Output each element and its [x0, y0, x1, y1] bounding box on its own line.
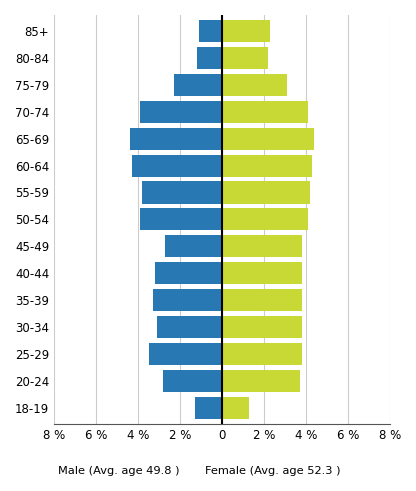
Bar	[222, 101, 308, 123]
Bar	[132, 155, 222, 177]
Bar	[153, 289, 222, 311]
Bar	[222, 316, 302, 338]
Bar	[222, 397, 249, 419]
Bar	[140, 208, 222, 230]
Bar	[222, 155, 312, 177]
Bar	[222, 343, 302, 365]
Bar	[174, 74, 222, 96]
Bar	[222, 182, 310, 203]
Bar	[222, 20, 270, 42]
Bar	[199, 20, 222, 42]
Bar	[222, 370, 300, 392]
Bar	[222, 208, 308, 230]
Bar	[140, 101, 222, 123]
Text: Male (Avg. age 49.8 ): Male (Avg. age 49.8 )	[58, 466, 179, 476]
Bar	[197, 47, 222, 69]
Bar	[142, 182, 222, 203]
Bar	[222, 47, 268, 69]
Bar	[163, 370, 222, 392]
Bar	[195, 397, 222, 419]
Bar	[222, 262, 302, 284]
Bar	[157, 316, 222, 338]
Bar	[222, 289, 302, 311]
Bar	[155, 262, 222, 284]
Bar	[222, 128, 314, 150]
Bar	[222, 74, 287, 96]
Bar	[149, 343, 222, 365]
Text: Female (Avg. age 52.3 ): Female (Avg. age 52.3 )	[205, 466, 340, 476]
Bar	[130, 128, 222, 150]
Bar	[222, 235, 302, 257]
Bar	[165, 235, 222, 257]
